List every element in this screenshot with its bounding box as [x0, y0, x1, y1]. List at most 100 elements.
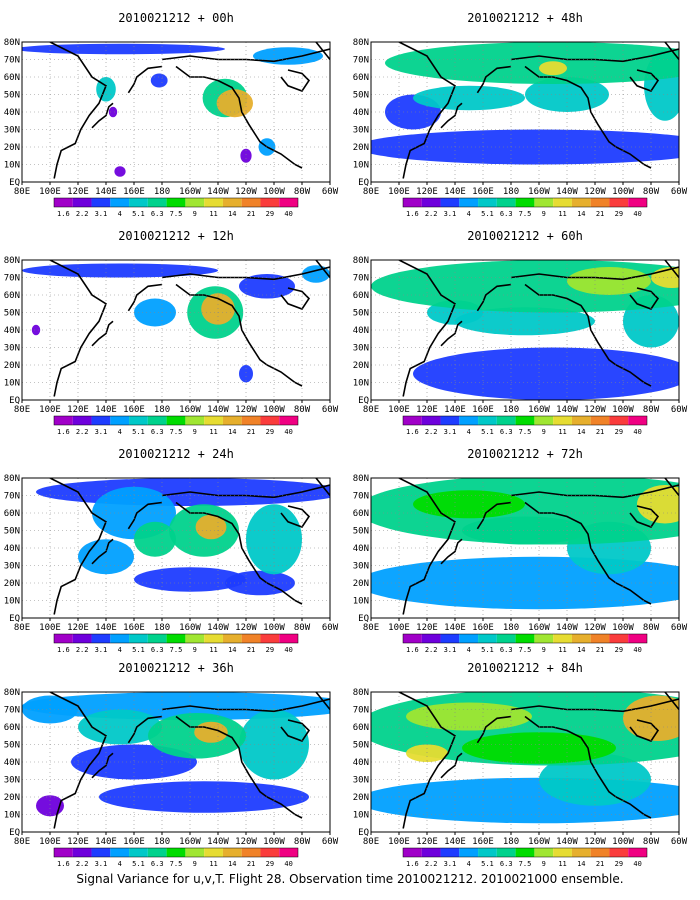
y-tick-label: 80N	[4, 38, 20, 48]
colorbar-label: 7.5	[519, 210, 532, 218]
colorbar-label: 2.2	[425, 428, 438, 436]
colorbar-swatch	[440, 198, 460, 207]
colorbar-swatch	[222, 198, 242, 207]
colorbar-swatch	[421, 634, 441, 643]
colorbar-label: 21	[596, 210, 604, 218]
variance-contour	[239, 365, 253, 383]
colorbar-label: 11	[209, 646, 217, 654]
x-tick-label: 100W	[263, 187, 285, 197]
variance-contour	[567, 267, 651, 295]
x-tick-label: 100E	[39, 405, 61, 415]
x-tick-label: 100E	[388, 623, 410, 633]
colorbar-label: 1.6	[406, 428, 419, 436]
colorbar-label: 21	[596, 428, 604, 436]
colorbar-swatch	[222, 634, 242, 643]
colorbar-label: 21	[596, 860, 604, 868]
colorbar-label: 3.1	[95, 860, 108, 868]
y-tick-label: 10N	[353, 379, 369, 389]
colorbar-label: 40	[284, 646, 292, 654]
colorbar-label: 6.3	[500, 860, 513, 868]
y-tick-label: 30N	[353, 776, 369, 786]
x-tick-label: 180	[154, 623, 170, 633]
x-tick-label: 140E	[444, 623, 466, 633]
panel-title: 2010021212 + 72h	[467, 447, 583, 461]
variance-contour	[134, 521, 176, 557]
y-tick-label: 20N	[4, 579, 20, 589]
colorbar-swatch	[628, 848, 647, 857]
colorbar-swatch	[185, 416, 205, 425]
coastline	[175, 65, 303, 169]
x-tick-label: 60W	[671, 623, 688, 633]
coastline	[476, 65, 512, 94]
colorbar-swatch	[129, 634, 148, 643]
colorbar-swatch	[553, 848, 572, 857]
coastline	[127, 283, 163, 312]
coastline	[91, 752, 114, 779]
x-tick-label: 120E	[67, 187, 89, 197]
colorbar-label: 3.1	[444, 428, 457, 436]
colorbar-label: 6.3	[500, 210, 513, 218]
x-tick-label: 160W	[179, 405, 201, 415]
colorbar-swatch	[421, 848, 441, 857]
colorbar-swatch	[222, 848, 242, 857]
colorbar-label: 7.5	[170, 860, 183, 868]
x-tick-label: 140E	[95, 837, 117, 847]
variance-contour	[150, 73, 168, 88]
variance-contour	[31, 324, 41, 336]
x-tick-label: 120W	[584, 187, 606, 197]
variance-contour	[637, 485, 679, 524]
coastline	[49, 260, 107, 397]
coastline	[476, 715, 512, 744]
coastline	[476, 501, 512, 530]
x-tick-label: 140E	[444, 187, 466, 197]
y-tick-label: 20N	[353, 579, 369, 589]
colorbar-swatch	[91, 634, 111, 643]
colorbar-label: 29	[615, 210, 623, 218]
variance-contour	[239, 274, 295, 299]
x-tick-label: 120W	[584, 837, 606, 847]
colorbar-label: 1.6	[406, 210, 419, 218]
y-tick-label: 10N	[353, 597, 369, 607]
x-tick-label: 100E	[388, 405, 410, 415]
colorbar-label: 9	[542, 428, 546, 436]
y-tick-label: 70N	[353, 274, 369, 284]
x-tick-label: 140W	[556, 623, 578, 633]
coastline	[280, 505, 311, 528]
colorbar-label: 3.1	[444, 210, 457, 218]
x-tick-label: 140W	[207, 623, 229, 633]
x-tick-label: 140W	[556, 405, 578, 415]
y-tick-label: 60N	[4, 723, 20, 733]
y-tick-label: 50N	[353, 741, 369, 751]
colorbar-swatch	[147, 198, 167, 207]
colorbar-label: 3.1	[95, 210, 108, 218]
colorbar-swatch	[241, 634, 261, 643]
panel-title: 2010021212 + 12h	[118, 229, 234, 243]
colorbar-swatch	[515, 634, 535, 643]
colorbar-label: 4	[467, 860, 471, 868]
variance-contour	[114, 166, 126, 177]
x-tick-label: 160W	[179, 623, 201, 633]
colorbar-label: 5.1	[481, 860, 494, 868]
colorbar-label: 29	[615, 428, 623, 436]
colorbar-swatch	[553, 634, 572, 643]
x-tick-label: 100W	[612, 837, 634, 847]
colorbar-swatch	[260, 848, 280, 857]
x-tick-label: 120E	[416, 187, 438, 197]
y-tick-label: 30N	[353, 562, 369, 572]
y-tick-label: 50N	[4, 741, 20, 751]
colorbar-label: 3.1	[95, 646, 108, 654]
x-tick-label: 180	[503, 623, 519, 633]
x-tick-label: 100W	[612, 405, 634, 415]
x-tick-label: 100E	[39, 623, 61, 633]
variance-contour	[455, 307, 595, 336]
colorbar-swatch	[279, 198, 298, 207]
variance-field	[371, 478, 679, 618]
x-tick-label: 80E	[363, 623, 379, 633]
colorbar-label: 14	[577, 860, 585, 868]
colorbar-label: 3.1	[444, 646, 457, 654]
colorbar-swatch	[72, 848, 92, 857]
colorbar-label: 7.5	[519, 428, 532, 436]
x-tick-label: 60W	[671, 837, 688, 847]
y-tick-label: 80N	[353, 256, 369, 266]
variance-contour	[78, 709, 162, 745]
